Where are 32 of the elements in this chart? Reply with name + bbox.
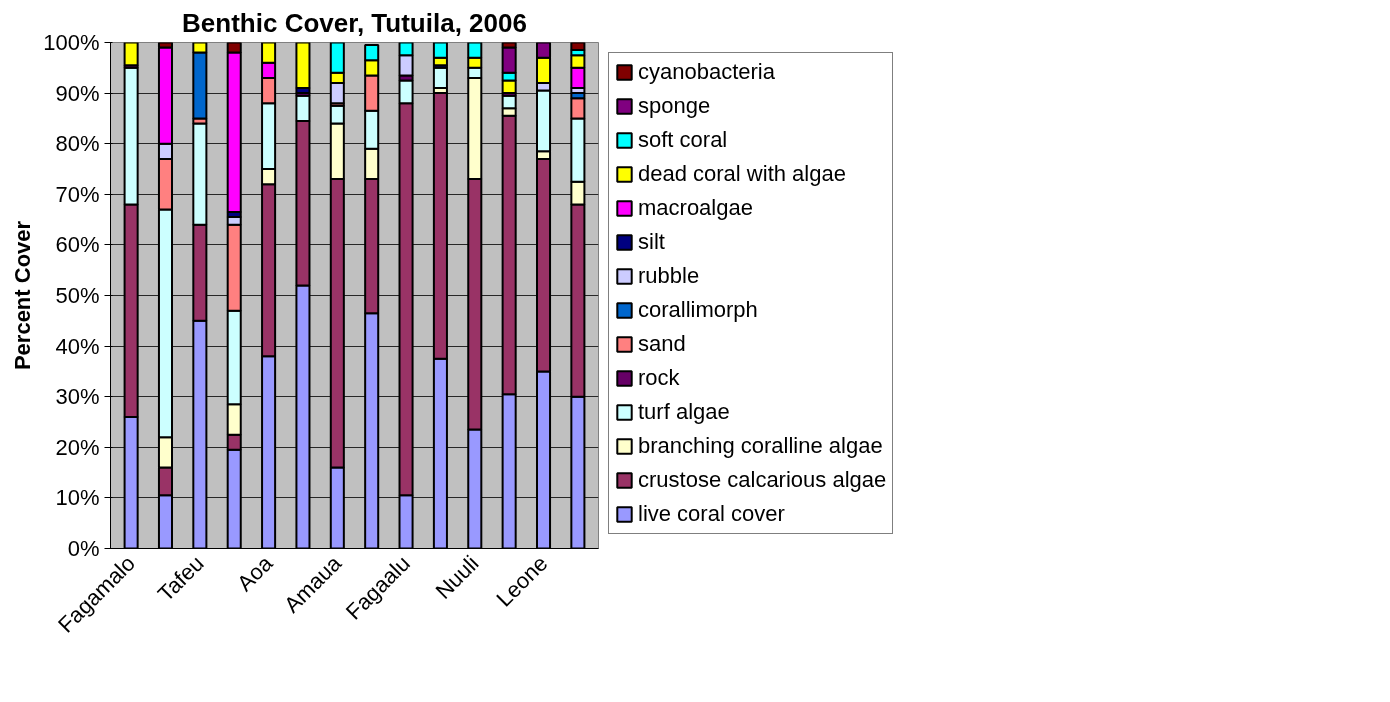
legend-label: silt: [638, 229, 665, 255]
y-tick-label: 90%: [55, 80, 100, 106]
legend-label: turf algae: [638, 399, 730, 425]
bar: [123, 42, 139, 67]
y-tick-label: 80%: [55, 131, 100, 157]
legend-label: sand: [638, 331, 686, 357]
legend-label: dead coral with algae: [638, 161, 846, 187]
chart-title: Benthic Cover, Tutuila, 2006: [182, 7, 527, 38]
x-tick-label: Aoa: [232, 550, 278, 597]
legend-label: rock: [638, 365, 680, 391]
bar: [432, 66, 448, 90]
y-tick-label: 20%: [55, 434, 100, 460]
y-tick-label: 40%: [55, 333, 100, 359]
bar: [570, 42, 586, 52]
y-tick-label: 30%: [55, 384, 100, 410]
legend-label: rubble: [638, 263, 700, 289]
y-tick-label: 50%: [55, 283, 100, 308]
legend-label: sponge: [638, 93, 711, 119]
y-axis-title: Percent Cover: [10, 220, 36, 371]
legend-label: crustose calcarious algae: [638, 467, 887, 493]
legend-label: corallimorph: [638, 297, 758, 323]
legend-label: soft coral: [638, 127, 728, 153]
y-tick-label: 10%: [55, 485, 100, 511]
y-tick-label: 70%: [55, 181, 100, 207]
legend-label: macroalgae: [638, 195, 753, 221]
y-tick-label: 60%: [55, 232, 100, 258]
legend-label: branching coralline algae: [638, 433, 883, 459]
y-tick-label: 100%: [43, 30, 100, 55]
legend-label: cyanobacteria: [638, 59, 775, 85]
y-tick-label: 0%: [67, 536, 100, 561]
legend-label: live coral cover: [638, 501, 785, 527]
bar: [295, 42, 311, 90]
